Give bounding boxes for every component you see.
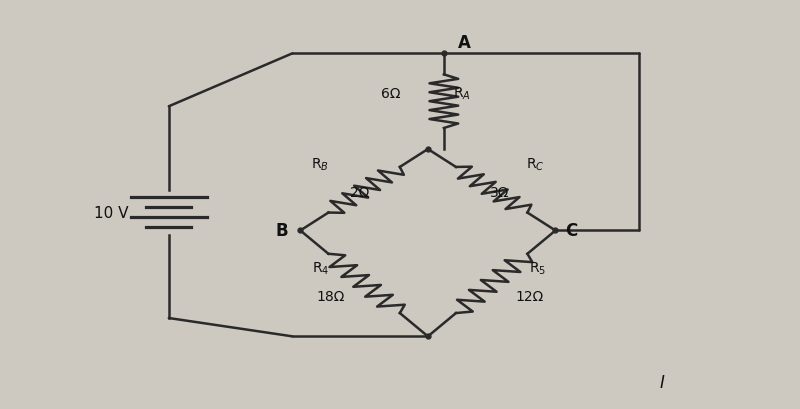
Text: 12Ω: 12Ω (516, 289, 544, 303)
Text: 10 V: 10 V (94, 205, 129, 220)
Text: 3Ω: 3Ω (490, 185, 510, 199)
Text: B: B (276, 222, 288, 240)
Text: R$_A$: R$_A$ (454, 85, 471, 102)
Text: R$_{B}$: R$_{B}$ (311, 156, 330, 172)
Text: R$_5$: R$_5$ (530, 260, 546, 276)
Text: I: I (659, 373, 664, 391)
Text: R$_4$: R$_4$ (312, 260, 329, 276)
Text: 18Ω: 18Ω (317, 289, 345, 303)
Text: A: A (458, 34, 471, 52)
Text: 6Ω: 6Ω (381, 87, 400, 101)
Text: C: C (565, 222, 578, 240)
Text: 2Ω: 2Ω (350, 185, 370, 199)
Text: R$_C$: R$_C$ (526, 156, 545, 172)
